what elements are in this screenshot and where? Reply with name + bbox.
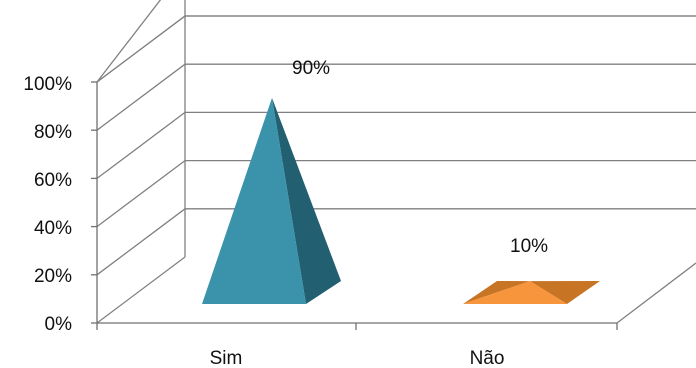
data-label-nao: 10%	[510, 236, 548, 257]
y-tick-label: 100%	[23, 74, 72, 95]
y-tick-label: 40%	[34, 218, 72, 239]
pyramid-back-nao	[463, 281, 530, 304]
y-tick-label: 80%	[34, 122, 72, 143]
y-tick-label: 0%	[45, 314, 73, 335]
y-axis: 0% 20% 40% 60% 80% 100%	[23, 74, 72, 335]
pyramid-side-sim	[272, 97, 341, 305]
x-category-label-nao: Não	[470, 348, 505, 368]
floor-left-edge	[96, 256, 186, 324]
gridline-side	[96, 63, 186, 131]
data-label-sim: 90%	[292, 58, 330, 79]
x-axis: Sim Não	[210, 348, 505, 368]
y-tick-label: 60%	[34, 170, 72, 191]
gridline-side	[96, 208, 186, 276]
y-tick-label: 20%	[34, 266, 72, 287]
pyramid-side-nao	[530, 281, 600, 304]
floor-right-edge	[616, 262, 696, 324]
x-category-label-sim: Sim	[210, 348, 243, 368]
gridline-side	[96, 160, 186, 228]
data-labels: 90% 10%	[292, 58, 548, 257]
gridline-side	[96, 111, 186, 179]
pyramid-front-sim	[202, 97, 306, 305]
gridline-side	[96, 15, 186, 83]
gridline-side-top	[96, 0, 162, 83]
chart-walls	[91, 0, 696, 330]
pyramid-front-nao	[463, 281, 567, 304]
series-marks	[202, 97, 600, 305]
